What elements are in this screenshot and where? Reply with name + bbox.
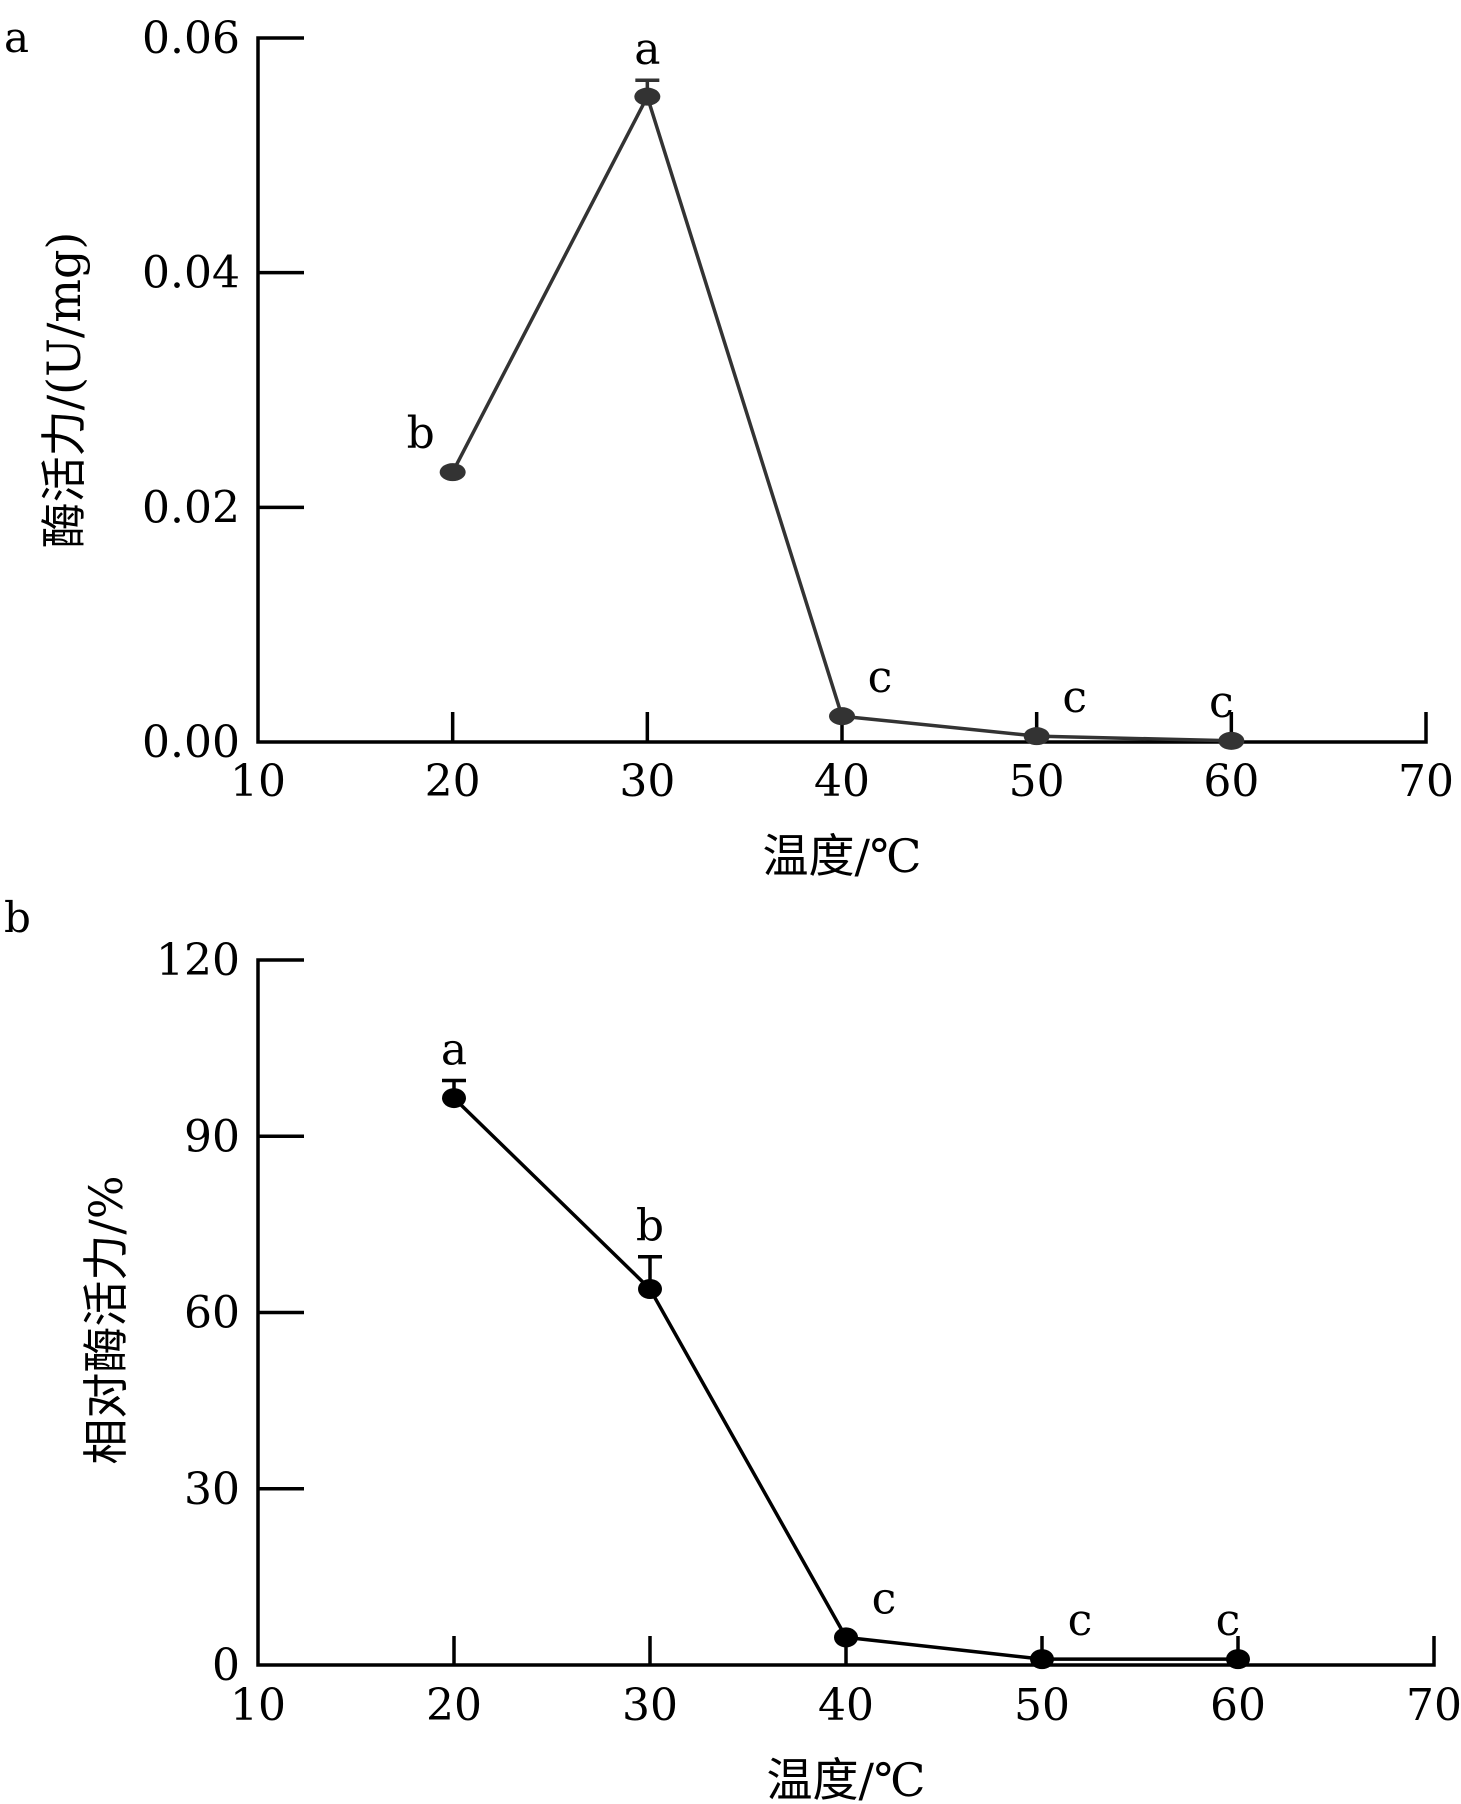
x-tick-label-a-70: 70 <box>1398 756 1454 807</box>
series-line-b <box>452 1096 1238 1661</box>
significance-label-a-40: c <box>868 652 893 703</box>
significance-label-b-30: b <box>636 1201 664 1252</box>
x-tick-label-b-20: 20 <box>426 1680 482 1731</box>
x-tick-label-a-30: 30 <box>619 756 675 807</box>
data-point-a-40 <box>829 707 855 726</box>
x-tick-label-b-50: 50 <box>1014 1680 1070 1731</box>
series-group-a: b a c c c <box>407 24 1245 750</box>
series-group-b: a b c c c <box>441 1024 1250 1670</box>
data-point-b-50 <box>1030 1649 1054 1670</box>
x-tick-label-a-60: 60 <box>1203 756 1259 807</box>
significance-label-b-20: a <box>441 1024 467 1075</box>
y-tick-label-b-0: 0 <box>212 1640 240 1691</box>
data-point-b-20 <box>442 1088 466 1109</box>
data-point-b-40 <box>834 1627 858 1648</box>
x-axis-title-a: 温度/℃ <box>763 829 922 883</box>
tick-group-b: 10 20 30 40 50 60 70 0 30 60 90 120 <box>156 935 1461 1731</box>
series-line-a <box>451 94 1232 743</box>
data-point-b-60 <box>1226 1649 1250 1670</box>
y-tick-label-b-1: 30 <box>184 1464 240 1515</box>
x-tick-label-b-30: 30 <box>622 1680 678 1731</box>
y-axis-title-b: 相对酶活力/% <box>79 1175 133 1464</box>
axes-frame-b <box>256 958 1436 1667</box>
x-tick-label-b-70: 70 <box>1406 1680 1461 1731</box>
y-tick-label-b-4: 120 <box>156 935 240 986</box>
panel-label-b: b <box>4 893 31 942</box>
data-point-a-20 <box>439 463 466 482</box>
data-point-a-30 <box>634 87 661 106</box>
x-axis-title-b: 温度/℃ <box>767 1753 926 1804</box>
x-tick-label-b-40: 40 <box>818 1680 874 1731</box>
significance-label-b-60: c <box>1216 1595 1241 1646</box>
y-tick-label-a-2: 0.04 <box>142 248 240 299</box>
x-tick-label-a-10: 10 <box>230 756 286 807</box>
x-tick-label-a-50: 50 <box>1009 756 1065 807</box>
x-tick-label-b-60: 60 <box>1210 1680 1266 1731</box>
axes-frame-a <box>256 36 1428 744</box>
significance-label-b-40: c <box>872 1573 897 1624</box>
significance-label-a-30: a <box>634 24 660 75</box>
data-point-a-50 <box>1023 727 1050 746</box>
significance-label-a-50: c <box>1062 672 1087 723</box>
tick-group-a: 10 20 30 40 50 60 70 0.00 0.02 0.04 0.06 <box>142 13 1454 807</box>
y-tick-label-b-3: 90 <box>184 1111 240 1162</box>
y-tick-label-b-2: 60 <box>184 1288 240 1339</box>
panel-label-a: a <box>4 13 29 62</box>
chart-panel-b: b 10 20 30 40 50 60 70 0 30 60 90 120 a b c c c 温度/℃ 相对… <box>4 893 1461 1804</box>
y-tick-label-a-1: 0.02 <box>142 482 240 533</box>
x-tick-label-a-20: 20 <box>425 756 481 807</box>
significance-label-b-50: c <box>1068 1595 1093 1646</box>
x-tick-label-b-10: 10 <box>230 1680 286 1731</box>
significance-label-a-20: b <box>407 408 435 459</box>
chart-panel-a: a 10 20 30 40 50 60 70 0.00 0.02 0.04 0.06 b a c c c 温… <box>4 13 1454 883</box>
y-axis-title-a: 酶活力/(U/mg) <box>37 232 91 549</box>
x-tick-label-a-40: 40 <box>814 756 870 807</box>
significance-label-a-60: c <box>1209 677 1234 728</box>
data-point-a-60 <box>1218 731 1245 750</box>
data-point-b-30 <box>638 1279 662 1299</box>
y-tick-label-a-3: 0.06 <box>142 13 240 64</box>
y-tick-label-a-0: 0.00 <box>142 717 240 768</box>
